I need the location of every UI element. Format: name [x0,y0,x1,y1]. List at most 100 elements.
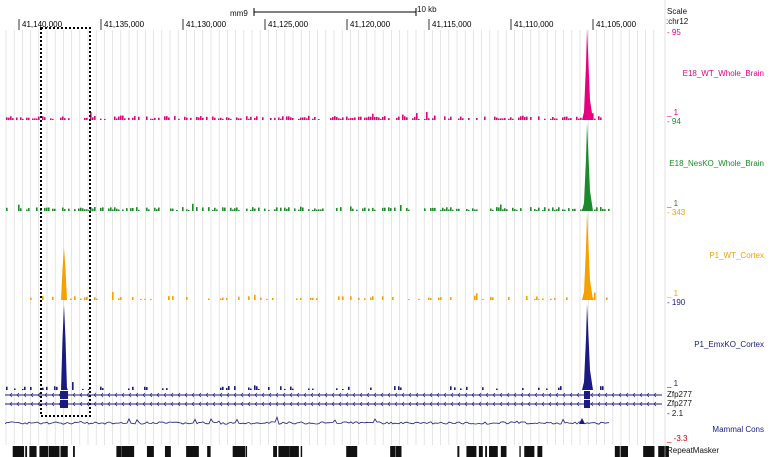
strand-arrow [72,401,76,407]
signal-bar [250,209,252,211]
signal-bar [348,386,350,390]
signal-bar [520,208,522,211]
strand-arrow [394,401,398,407]
signal-bar [116,208,118,211]
signal-bar [100,386,102,390]
signal-bar [400,204,402,211]
signal-bar [316,209,318,211]
signal-bar [508,118,510,120]
signal-bar [222,386,224,390]
signal-bar [602,386,604,390]
signal-bar [594,292,596,300]
signal-bar [268,209,270,211]
signal-bar [370,297,372,300]
signal-bar [298,118,300,120]
gene-label-zfp277[interactable]: Zfp277 [667,390,692,399]
signal-bar [80,298,82,300]
ruler-tick-label: 41,130,000 [186,20,227,29]
signal-bar [312,209,314,211]
signal-bar [508,296,510,300]
repeat-element [121,446,135,457]
strand-arrow [142,401,146,407]
gene-label-zfp277[interactable]: Zfp277 [667,399,692,408]
strand-arrow [450,401,454,407]
signal-bar [556,209,558,211]
track-name-p1-emxko-cortex[interactable]: P1_EmxKO_Cortex [694,340,764,349]
signal-bar [578,118,580,120]
signal-bar [238,118,240,120]
signal-bar [100,118,102,120]
strand-arrow [156,392,160,398]
signal-bar [336,116,338,120]
signal-bar [44,207,46,211]
signal-bar [254,117,256,120]
strand-arrow [296,401,300,407]
signal-bar [442,207,444,211]
signal-bar [460,116,462,120]
signal-bar [512,118,514,120]
strand-arrow [492,392,496,398]
track-name-repeatmasker[interactable]: RepeatMasker [667,446,720,455]
signal-bar [336,208,338,211]
signal-bar [322,208,324,211]
strand-arrow [464,401,468,407]
signal-bar [118,116,120,120]
track-max-label: - 95 [667,28,681,37]
strand-arrow [86,392,90,398]
signal-bar [518,117,520,120]
signal-bar [262,117,264,120]
signal-bar [288,207,290,211]
strand-arrow [23,401,27,407]
strand-arrow [555,392,559,398]
strand-arrow [128,401,132,407]
signal-peak [582,304,593,390]
strand-arrow [275,401,279,407]
signal-bar [74,209,76,211]
signal-bar [466,386,468,390]
signal-bar [294,208,296,211]
strand-arrow [219,392,223,398]
signal-bar [444,116,446,120]
signal-bar [68,208,70,211]
strand-arrow [513,401,517,407]
signal-bar [510,117,512,120]
signal-bar [94,297,96,300]
track-name-mammal-cons[interactable]: Mammal Cons [712,425,764,434]
track-name-e18-neskO-whole-brain[interactable]: E18_NesKO_Whole_Brain [669,159,764,168]
strand-arrow [121,392,125,398]
signal-bar [350,118,352,120]
signal-bar [468,118,470,120]
strand-arrow [184,401,188,407]
repeat-element [273,446,277,457]
signal-bar [284,388,286,390]
signal-bar [308,115,310,120]
strand-arrow [359,392,363,398]
strand-arrow [233,392,237,398]
scale-bar [253,8,417,16]
signal-bar [304,117,306,120]
track-name-p1-wt-cortex[interactable]: P1_WT_Cortex [709,251,764,260]
signal-bar [536,209,538,211]
signal-bar [20,208,22,211]
signal-bar [314,116,316,120]
strand-arrow [366,392,370,398]
strand-arrow [443,401,447,407]
signal-bar [370,387,372,390]
signal-bar [348,118,350,120]
signal-bar [222,207,224,211]
signal-bar [86,117,88,120]
ruler-tick-label: 41,135,000 [104,20,145,29]
signal-bar [166,388,168,390]
track-name-e18-wt-whole-brain[interactable]: E18_WT_Whole_Brain [682,69,764,78]
signal-bar [148,209,150,211]
strand-arrow [394,392,398,398]
signal-bar [138,116,140,120]
strand-arrow [415,401,419,407]
strand-arrow [604,401,608,407]
strand-arrow [149,401,153,407]
signal-bar [36,118,38,120]
signal-bar [594,118,596,120]
signal-bar [94,207,96,211]
